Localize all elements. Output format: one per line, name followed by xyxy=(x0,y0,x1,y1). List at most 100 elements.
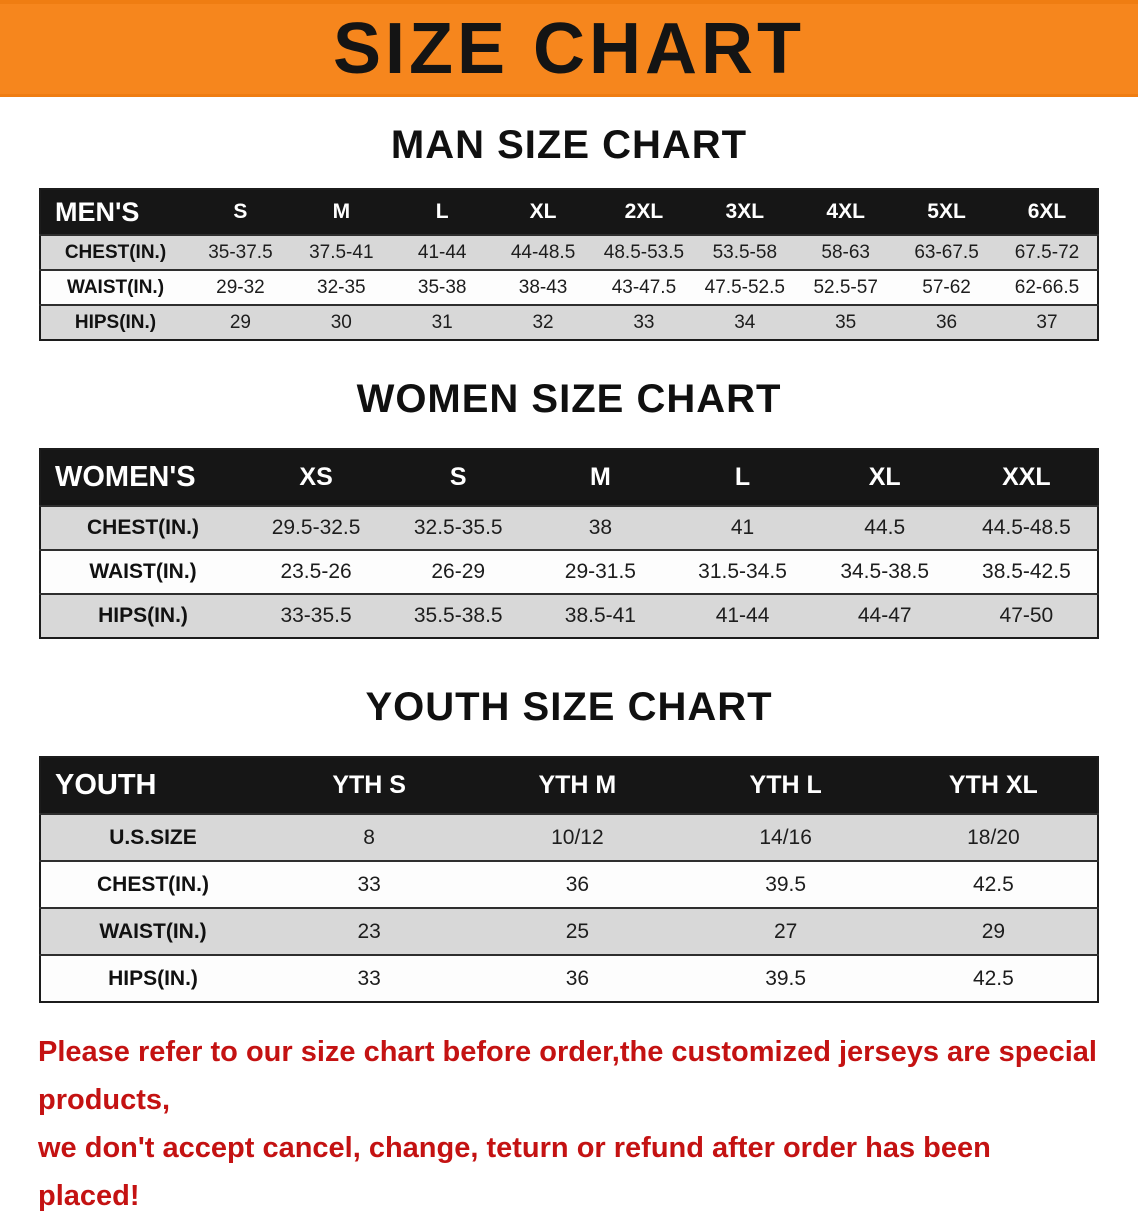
measurement-value-cell: 29 xyxy=(981,919,1006,943)
measurement-value-cell: 25 xyxy=(565,919,590,943)
measurement-row-label: HIPS(IN.) xyxy=(98,604,188,627)
measurement-row-label: CHEST(IN.) xyxy=(87,516,199,539)
measurement-value-cell: 36 xyxy=(935,311,958,333)
size-column-header: L xyxy=(391,189,493,235)
measurement-value-cell: 63-67.5 xyxy=(914,241,979,263)
size-column-header: 3XL xyxy=(694,189,796,235)
measurement-value-cell: 41-44 xyxy=(417,241,467,263)
table-row: U.S.SIZE 8 10/12 14/16 18/20 xyxy=(40,814,1098,861)
women-size-chart-heading: WOMEN SIZE CHART xyxy=(356,377,782,421)
measurement-value-cell: 43-47.5 xyxy=(611,276,677,298)
measurement-row-label: WAIST(IN.) xyxy=(66,276,165,298)
measurement-value-cell: 57-62 xyxy=(922,276,971,298)
size-column-header: 2XL xyxy=(593,189,695,235)
measurement-value-cell: 38.5-41 xyxy=(564,604,636,627)
table-row: HIPS(IN.) 29 30 31 32 33 34 35 36 37 xyxy=(40,305,1098,340)
disclaimer-line-1: Please refer to our size chart before or… xyxy=(38,1036,1097,1116)
youth-size-chart-heading: YOUTH SIZE CHART xyxy=(365,685,773,729)
size-column-header: XL xyxy=(813,449,956,506)
men-size-table: MEN'S S M L XL 2XL 3XL 4XL 5XL 6XL CHEST(IN.) 35-37… xyxy=(39,188,1099,341)
section-men: MAN SIZE CHART MEN'S S M L XL 2XL 3XL 4XL 5XL 6XL… xyxy=(0,97,1138,341)
table-header-row: MEN'S S M L XL 2XL 3XL 4XL 5XL 6XL xyxy=(40,189,1098,235)
banner: SIZE CHART xyxy=(0,0,1138,97)
measurement-value-cell: 32-35 xyxy=(317,276,366,298)
size-column-header: M xyxy=(290,189,392,235)
page-title: SIZE CHART xyxy=(333,9,805,89)
measurement-row-label: WAIST(IN.) xyxy=(89,560,197,583)
women-size-table: WOMEN'S XS S M L XL XXL CHEST(IN.) 29.5-32.5 32.5… xyxy=(39,448,1099,639)
measurement-value-cell: 29.5-32.5 xyxy=(271,516,361,539)
measurement-value-cell: 32 xyxy=(532,311,554,333)
size-column-header: XL xyxy=(492,189,594,235)
measurement-value-cell: 32.5-35.5 xyxy=(413,516,503,539)
disclaimer-line-2: we don't accept cancel, change, teturn o… xyxy=(38,1131,991,1212)
table-row: HIPS(IN.) 33 36 39.5 42.5 xyxy=(40,955,1098,1002)
measurement-value-cell: 44-48.5 xyxy=(510,241,576,263)
measurement-value-cell: 33 xyxy=(357,872,381,896)
measurement-value-cell: 29 xyxy=(229,311,251,333)
table-title-cell: WOMEN'S xyxy=(40,449,245,506)
men-size-chart-heading: MAN SIZE CHART xyxy=(390,123,748,167)
size-column-header: YTH M xyxy=(473,757,682,814)
table-row: WAIST(IN.) 29-32 32-35 35-38 38-43 43-47.5 47.… xyxy=(40,270,1098,305)
measurement-row-label: CHEST(IN.) xyxy=(97,872,209,896)
size-column-header: YTH L xyxy=(681,757,890,814)
measurement-value-cell: 29-32 xyxy=(216,276,265,298)
measurement-value-cell: 35 xyxy=(835,311,857,333)
table-header-row: WOMEN'S XS S M L XL XXL xyxy=(40,449,1098,506)
measurement-value-cell: 10/12 xyxy=(551,825,604,849)
table-row: HIPS(IN.) 33-35.5 35.5-38.5 38.5-41 41-44 44-… xyxy=(40,594,1098,638)
table-row: WAIST(IN.) 23.5-26 26-29 29-31.5 31.5-34.5 34… xyxy=(40,550,1098,594)
measurement-value-cell: 37 xyxy=(1036,311,1058,333)
size-column-header: XXL xyxy=(955,449,1098,506)
measurement-value-cell: 38.5-42.5 xyxy=(982,560,1071,583)
measurement-row-label: CHEST(IN.) xyxy=(64,241,167,263)
measurement-value-cell: 37.5-41 xyxy=(309,241,374,263)
measurement-value-cell: 36 xyxy=(565,966,590,990)
table-title-cell: YOUTH xyxy=(40,757,265,814)
measurement-row-label: WAIST(IN.) xyxy=(99,919,207,943)
measurement-value-cell: 34.5-38.5 xyxy=(840,560,930,583)
measurement-value-cell: 53.5-58 xyxy=(712,241,778,263)
table-title-cell: MEN'S xyxy=(40,189,190,235)
table-header-row: YOUTH YTH S YTH M YTH L YTH XL xyxy=(40,757,1098,814)
size-column-header: 6XL xyxy=(997,189,1098,235)
measurement-row-label: HIPS(IN.) xyxy=(108,966,198,990)
measurement-value-cell: 26-29 xyxy=(431,560,486,583)
measurement-value-cell: 35-37.5 xyxy=(208,241,273,263)
measurement-value-cell: 52.5-57 xyxy=(813,276,878,298)
measurement-value-cell: 41 xyxy=(730,516,755,539)
measurement-value-cell: 27 xyxy=(773,919,798,943)
size-column-header: YTH S xyxy=(265,757,474,814)
measurement-value-cell: 33-35.5 xyxy=(280,604,352,627)
measurement-value-cell: 31 xyxy=(431,311,453,333)
measurement-value-cell: 18/20 xyxy=(967,825,1020,849)
size-column-header: XS xyxy=(245,449,388,506)
size-column-header: S xyxy=(387,449,530,506)
table-row: CHEST(IN.) 29.5-32.5 32.5-35.5 38 41 44.5 44.5… xyxy=(40,506,1098,550)
measurement-value-cell: 38 xyxy=(588,516,613,539)
measurement-value-cell: 34 xyxy=(734,311,756,333)
section-youth: YOUTH SIZE CHART YOUTH YTH S YTH M YTH L YTH… xyxy=(0,639,1138,1003)
table-row: CHEST(IN.) 35-37.5 37.5-41 41-44 44-48.5 48.5… xyxy=(40,235,1098,270)
size-column-header: M xyxy=(529,449,672,506)
measurement-value-cell: 30 xyxy=(330,311,352,333)
measurement-value-cell: 29-31.5 xyxy=(564,560,636,583)
size-column-header: 4XL xyxy=(795,189,897,235)
measurement-value-cell: 42.5 xyxy=(972,966,1014,990)
measurement-value-cell: 44-47 xyxy=(857,604,912,627)
youth-size-table: YOUTH YTH S YTH M YTH L YTH XL U.S.SIZE 8 10/12… xyxy=(39,756,1099,1003)
disclaimer-text: Please refer to our size chart before or… xyxy=(38,1029,1100,1220)
size-column-header: YTH XL xyxy=(889,757,1098,814)
size-column-header: L xyxy=(671,449,814,506)
section-women: WOMEN SIZE CHART WOMEN'S XS S M L XL XXL CHEST(… xyxy=(0,341,1138,639)
measurement-value-cell: 44.5-48.5 xyxy=(982,516,1071,539)
measurement-value-cell: 41-44 xyxy=(715,604,770,627)
measurement-value-cell: 33 xyxy=(357,966,381,990)
measurement-value-cell: 35.5-38.5 xyxy=(413,604,503,627)
measurement-value-cell: 23 xyxy=(357,919,381,943)
measurement-value-cell: 62-66.5 xyxy=(1014,276,1080,298)
measurement-value-cell: 36 xyxy=(565,872,590,896)
measurement-value-cell: 47-50 xyxy=(999,604,1054,627)
